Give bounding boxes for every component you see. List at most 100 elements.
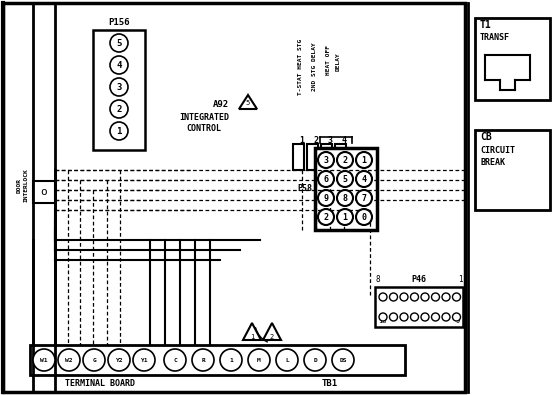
- Text: 8: 8: [376, 275, 380, 284]
- Circle shape: [304, 349, 326, 371]
- Circle shape: [389, 313, 398, 321]
- Circle shape: [453, 293, 460, 301]
- Circle shape: [356, 171, 372, 187]
- Circle shape: [110, 56, 128, 74]
- Circle shape: [220, 349, 242, 371]
- Text: BREAK: BREAK: [480, 158, 505, 167]
- Circle shape: [442, 313, 450, 321]
- Circle shape: [192, 349, 214, 371]
- Circle shape: [411, 313, 418, 321]
- Text: 7: 7: [362, 194, 367, 203]
- Circle shape: [337, 171, 353, 187]
- Text: 1: 1: [300, 135, 305, 145]
- Text: R: R: [201, 357, 205, 363]
- Text: A92: A92: [213, 100, 229, 109]
- Text: L: L: [285, 357, 289, 363]
- Text: 5: 5: [342, 175, 347, 184]
- Text: P58: P58: [297, 184, 312, 192]
- Text: 1: 1: [342, 213, 347, 222]
- Circle shape: [411, 293, 418, 301]
- Circle shape: [108, 349, 130, 371]
- Circle shape: [110, 78, 128, 96]
- Bar: [335, 144, 346, 170]
- Text: o: o: [40, 187, 48, 197]
- Text: 16: 16: [378, 318, 387, 324]
- Circle shape: [389, 293, 398, 301]
- Text: P156: P156: [108, 17, 130, 26]
- Bar: [30, 345, 405, 375]
- Text: 5: 5: [116, 38, 122, 47]
- Circle shape: [379, 293, 387, 301]
- Text: Y2: Y2: [115, 357, 123, 363]
- Text: CIRCUIT: CIRCUIT: [480, 145, 515, 154]
- Text: 4: 4: [116, 60, 122, 70]
- Bar: [93, 30, 145, 150]
- Circle shape: [379, 313, 387, 321]
- Text: 2: 2: [270, 334, 274, 340]
- Circle shape: [332, 349, 354, 371]
- Circle shape: [337, 209, 353, 225]
- Text: 2: 2: [342, 156, 347, 164]
- Circle shape: [356, 152, 372, 168]
- Circle shape: [133, 349, 155, 371]
- Text: M: M: [257, 357, 261, 363]
- Text: 4: 4: [341, 135, 346, 145]
- Text: CB: CB: [480, 132, 492, 142]
- Text: HEAT OFF: HEAT OFF: [326, 45, 331, 75]
- Text: 1: 1: [116, 126, 122, 135]
- Text: TB1: TB1: [322, 378, 338, 387]
- Circle shape: [318, 190, 334, 206]
- Circle shape: [164, 349, 186, 371]
- Text: 3: 3: [327, 135, 332, 145]
- Circle shape: [432, 293, 439, 301]
- Circle shape: [400, 313, 408, 321]
- Text: 9: 9: [456, 318, 460, 324]
- Text: TERMINAL BOARD: TERMINAL BOARD: [65, 378, 135, 387]
- Bar: [307, 144, 318, 170]
- Text: G: G: [92, 357, 96, 363]
- Text: 4: 4: [362, 175, 367, 184]
- Circle shape: [58, 349, 80, 371]
- Circle shape: [110, 100, 128, 118]
- Text: DELAY: DELAY: [336, 53, 341, 71]
- Bar: [475, 130, 550, 210]
- Text: 3: 3: [324, 156, 329, 164]
- Text: 1: 1: [362, 156, 367, 164]
- Text: INTERLOCK: INTERLOCK: [23, 168, 28, 202]
- Circle shape: [356, 209, 372, 225]
- Circle shape: [83, 349, 105, 371]
- Bar: [321, 144, 332, 170]
- Text: 5: 5: [246, 100, 250, 106]
- Bar: [315, 148, 377, 230]
- Text: TRANSF: TRANSF: [480, 32, 510, 41]
- Text: 2ND STG DELAY: 2ND STG DELAY: [311, 43, 316, 91]
- Bar: [293, 144, 304, 170]
- Text: 2: 2: [116, 105, 122, 113]
- Text: 2: 2: [324, 213, 329, 222]
- Text: 1: 1: [458, 275, 462, 284]
- Text: 1: 1: [229, 357, 233, 363]
- Text: DS: DS: [339, 357, 347, 363]
- Circle shape: [110, 122, 128, 140]
- Text: INTEGRATED: INTEGRATED: [179, 113, 229, 122]
- Text: 3: 3: [116, 83, 122, 92]
- Text: CONTROL: CONTROL: [187, 124, 222, 132]
- Circle shape: [432, 313, 439, 321]
- Text: 6: 6: [324, 175, 329, 184]
- Text: W2: W2: [65, 357, 73, 363]
- Bar: [3, 3, 465, 392]
- Text: 1: 1: [250, 334, 254, 340]
- Circle shape: [337, 152, 353, 168]
- Text: P46: P46: [412, 275, 427, 284]
- Circle shape: [421, 293, 429, 301]
- Text: Y1: Y1: [140, 357, 148, 363]
- Circle shape: [110, 34, 128, 52]
- Circle shape: [33, 349, 55, 371]
- Text: D: D: [313, 357, 317, 363]
- Circle shape: [442, 293, 450, 301]
- Circle shape: [248, 349, 270, 371]
- Text: DOOR: DOOR: [17, 177, 22, 192]
- Text: 0: 0: [362, 213, 367, 222]
- Text: T-STAT HEAT STG: T-STAT HEAT STG: [297, 39, 302, 95]
- Circle shape: [453, 313, 460, 321]
